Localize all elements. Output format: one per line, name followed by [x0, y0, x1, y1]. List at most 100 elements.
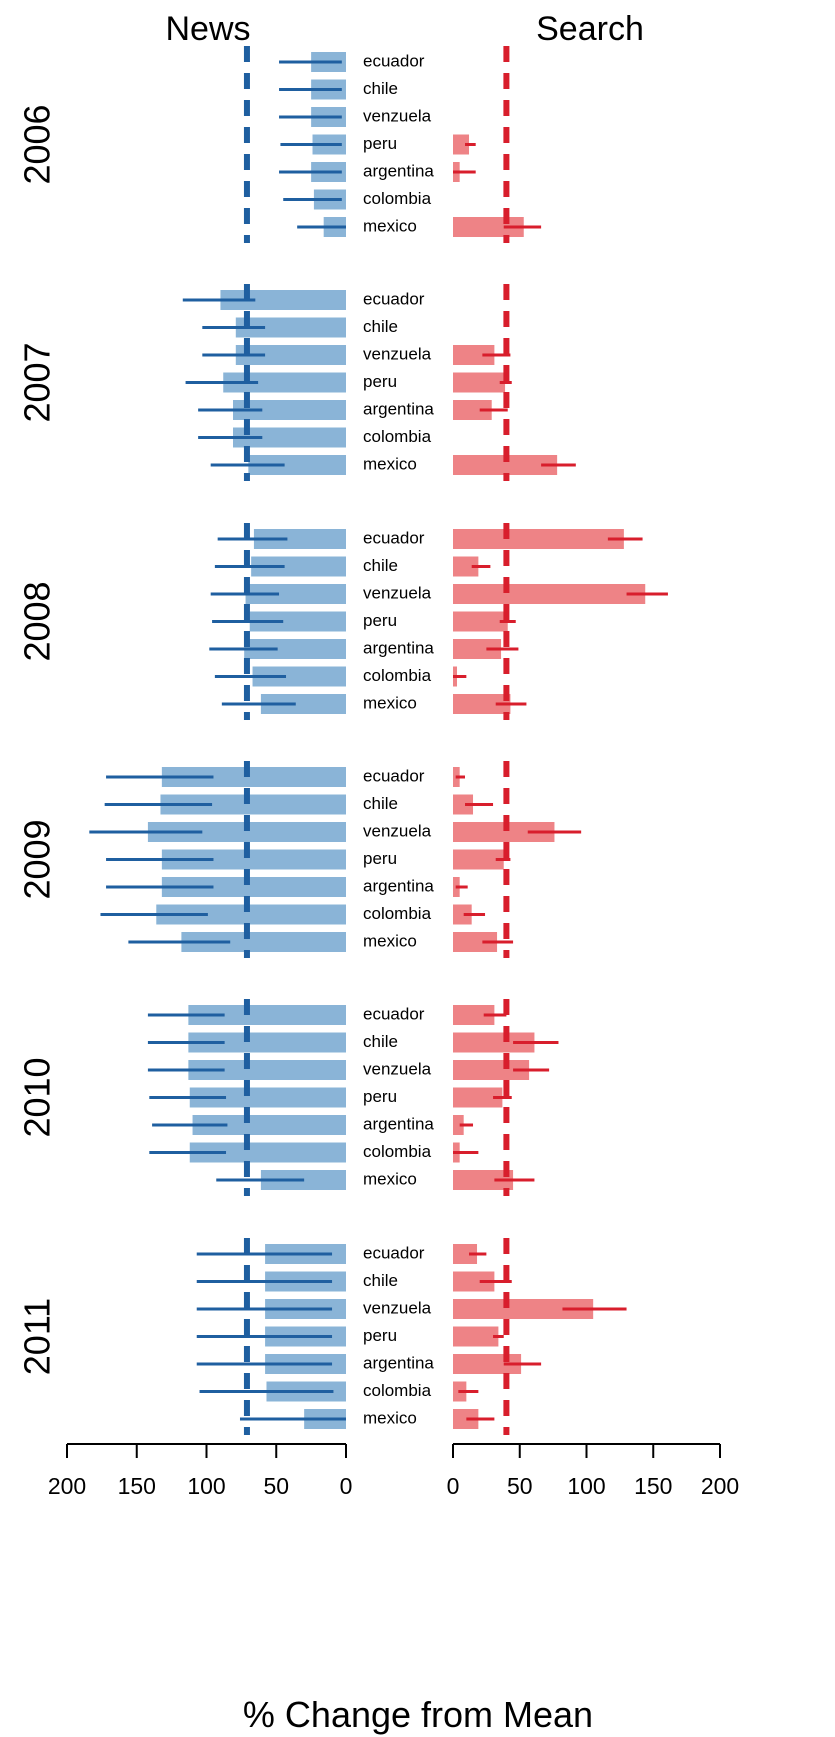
search-bar [453, 584, 646, 604]
search-bar [453, 1244, 478, 1264]
news-bar [188, 1032, 346, 1053]
country-label: peru [363, 1087, 397, 1106]
country-label: chile [363, 556, 398, 575]
search-x-tick-label: 150 [634, 1473, 672, 1499]
search-bar [453, 849, 504, 870]
country-label: chile [363, 1032, 398, 1051]
country-label: peru [363, 1326, 397, 1345]
country-label: argentina [363, 1114, 434, 1133]
country-label: chile [363, 317, 398, 336]
country-label: ecuador [363, 766, 425, 785]
search-bar [453, 556, 479, 577]
news-bar [161, 877, 346, 897]
country-label: ecuador [363, 1004, 425, 1023]
search-bar [453, 1271, 495, 1292]
news-bar [220, 290, 346, 310]
news-bar [233, 400, 346, 420]
x-axis-title: % Change from Mean [243, 1694, 593, 1735]
search-bar [453, 1326, 499, 1347]
news-bar [253, 529, 346, 549]
news-bar [189, 1087, 346, 1108]
country-label: argentina [363, 161, 434, 180]
news-bar [223, 372, 346, 393]
news-bar [160, 794, 346, 815]
news-x-tick-label: 200 [48, 1473, 86, 1499]
year-block-2006: 2006 ecuador chile venzuela peru argentina col… [17, 46, 542, 243]
year-block-2011: 2011 ecuador chile venzuela peru argentina col… [17, 1238, 627, 1435]
search-bar [453, 1115, 464, 1135]
country-label: colombia [363, 904, 432, 923]
search-bar [453, 1409, 479, 1429]
chart-body: 2006 ecuador chile venzuela peru argentina col… [17, 46, 668, 1435]
news-bar [161, 767, 346, 787]
news-bar [189, 1142, 346, 1163]
year-block-2007: 2007 ecuador chile venzuela peru argentina col… [17, 284, 576, 481]
search-bar [453, 529, 624, 549]
search-bar [453, 1060, 530, 1080]
country-label: peru [363, 372, 397, 391]
country-label: argentina [363, 399, 434, 418]
country-label: peru [363, 611, 397, 630]
search-bar [453, 794, 474, 815]
news-bar [252, 666, 346, 687]
country-label: colombia [363, 1142, 432, 1161]
country-label: peru [363, 134, 397, 153]
news-bar [181, 932, 346, 952]
news-bar [235, 317, 346, 338]
search-bar [453, 134, 470, 155]
year-label: 2011 [17, 1298, 58, 1375]
news-x-tick-label: 100 [187, 1473, 225, 1499]
search-x-tick-label: 200 [701, 1473, 739, 1499]
news-bar [233, 427, 346, 448]
search-bar [453, 1032, 535, 1053]
x-axes: 0 0 50 50 100 100 150 150 200 200 [48, 1443, 739, 1499]
news-bar [188, 1060, 346, 1080]
country-label: mexico [363, 1408, 417, 1427]
search-x-tick-label: 100 [567, 1473, 605, 1499]
news-bar [192, 1115, 346, 1135]
search-bar [453, 1005, 495, 1025]
news-bar [188, 1005, 346, 1025]
news-x-tick-label: 50 [263, 1473, 289, 1499]
news-bar [251, 556, 346, 577]
country-label: venzuela [363, 821, 432, 840]
year-block-2010: 2010 ecuador chile venzuela peru argentina col… [17, 999, 559, 1196]
news-bar [260, 694, 346, 714]
country-label: mexico [363, 693, 417, 712]
news-bar [245, 584, 346, 604]
country-label: chile [363, 794, 398, 813]
country-label: ecuador [363, 1243, 425, 1262]
search-panel-title: Search [536, 10, 644, 48]
country-label: colombia [363, 1381, 432, 1400]
country-label: mexico [363, 216, 417, 235]
search-bar [453, 822, 555, 842]
country-label: argentina [363, 1353, 434, 1372]
search-bar [453, 345, 495, 365]
country-label: mexico [363, 1169, 417, 1188]
news-bar [248, 455, 346, 475]
search-bar [453, 611, 508, 632]
year-label: 2010 [17, 1057, 58, 1137]
search-bar [453, 932, 498, 952]
news-x-tick-label: 150 [118, 1473, 156, 1499]
search-bar [453, 400, 492, 420]
search-bar [453, 1170, 514, 1190]
news-panel-title: News [165, 10, 250, 48]
search-bar [453, 639, 502, 659]
country-label: venzuela [363, 583, 432, 602]
search-bar [453, 904, 472, 925]
country-label: mexico [363, 454, 417, 473]
news-bar [156, 904, 346, 925]
country-label: argentina [363, 638, 434, 657]
country-label: colombia [363, 666, 432, 685]
country-label: ecuador [363, 528, 425, 547]
country-label: chile [363, 79, 398, 98]
year-label: 2006 [17, 104, 58, 184]
year-block-2008: 2008 ecuador chile venzuela peru argentina col… [17, 523, 668, 720]
news-bar [147, 822, 346, 842]
search-bar [453, 372, 506, 393]
country-label: colombia [363, 427, 432, 446]
country-label: colombia [363, 189, 432, 208]
country-label: venzuela [363, 106, 432, 125]
year-block-2009: 2009 ecuador chile venzuela peru argentina col… [17, 761, 582, 958]
